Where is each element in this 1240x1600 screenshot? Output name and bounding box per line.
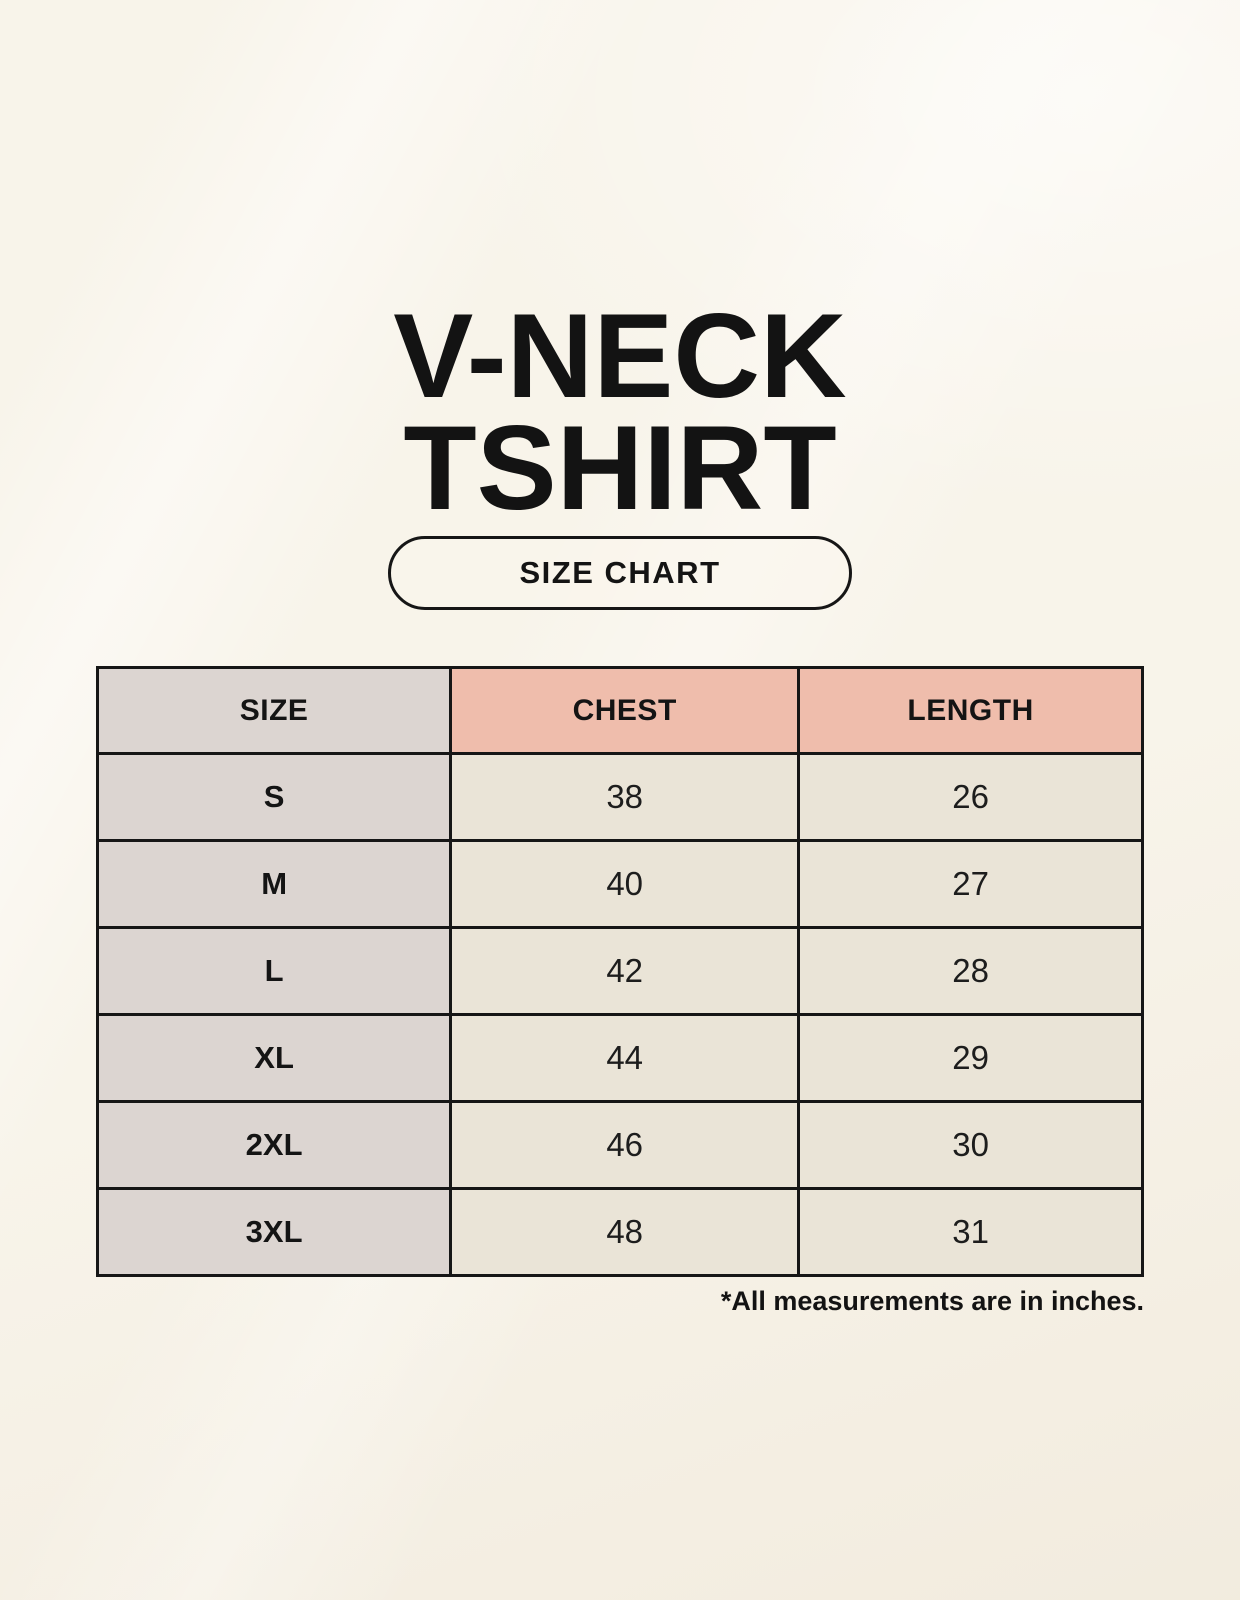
- length-cell: 29: [797, 1013, 1144, 1103]
- header-row: SIZE CHEST LENGTH: [95, 666, 1144, 755]
- length-cell: 26: [797, 752, 1144, 842]
- page-title-line1: V-NECK: [393, 289, 847, 423]
- measurement-footnote: *All measurements are in inches.: [720, 1286, 1144, 1316]
- chest-cell: 40: [449, 839, 801, 929]
- size-cell: 2XL: [95, 1100, 453, 1190]
- column-header-length: LENGTH: [797, 666, 1144, 755]
- page-title: V-NECK TSHIRT: [0, 0, 1240, 535]
- column-header-chest: CHEST: [449, 666, 801, 755]
- length-cell: 28: [797, 926, 1144, 1016]
- length-cell: 27: [797, 839, 1144, 929]
- chest-cell: 42: [449, 926, 801, 1016]
- table-row: S 38 26: [95, 752, 1144, 842]
- table-row: L 42 28: [95, 926, 1144, 1016]
- table-row: 2XL 46 30: [95, 1100, 1144, 1190]
- page-title-line2: TSHIRT: [403, 401, 837, 535]
- size-cell: M: [95, 839, 453, 929]
- size-chart-badge: SIZE CHART: [388, 536, 852, 610]
- length-cell: 30: [797, 1100, 1144, 1190]
- table-row: M 40 27: [95, 839, 1144, 929]
- size-cell: S: [95, 752, 453, 842]
- size-chart-table: SIZE CHEST LENGTH S 38 26 M 40 27 L 42 2…: [95, 666, 1144, 1277]
- table-row: XL 44 29: [95, 1013, 1144, 1103]
- table-row: 3XL 48 31: [95, 1187, 1144, 1277]
- length-cell: 31: [797, 1187, 1144, 1277]
- size-chart-badge-label: SIZE CHART: [519, 555, 721, 590]
- chest-cell: 48: [449, 1187, 801, 1277]
- size-cell: 3XL: [95, 1187, 453, 1277]
- chest-cell: 46: [449, 1100, 801, 1190]
- size-cell: L: [95, 926, 453, 1016]
- column-header-size: SIZE: [95, 666, 453, 755]
- size-cell: XL: [95, 1013, 453, 1103]
- chest-cell: 44: [449, 1013, 801, 1103]
- chest-cell: 38: [449, 752, 801, 842]
